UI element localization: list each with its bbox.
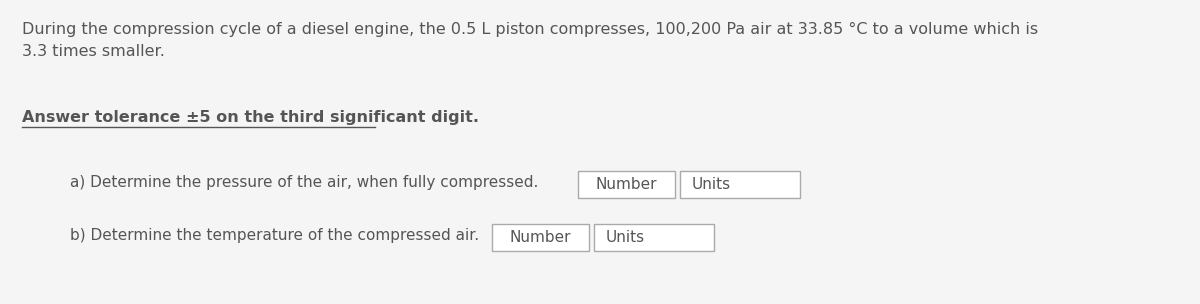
Text: Number: Number: [510, 230, 571, 245]
Text: Answer tolerance ±5 on the third significant digit.: Answer tolerance ±5 on the third signifi…: [22, 110, 479, 125]
Text: b) Determine the temperature of the compressed air.: b) Determine the temperature of the comp…: [70, 228, 479, 243]
FancyBboxPatch shape: [680, 171, 800, 198]
Text: Number: Number: [595, 177, 658, 192]
Text: a) Determine the pressure of the air, when fully compressed.: a) Determine the pressure of the air, wh…: [70, 175, 539, 190]
Text: During the compression cycle of a diesel engine, the 0.5 L piston compresses, 10: During the compression cycle of a diesel…: [22, 22, 1038, 59]
FancyBboxPatch shape: [492, 224, 589, 251]
Text: Units: Units: [606, 230, 646, 245]
FancyBboxPatch shape: [578, 171, 674, 198]
Text: Units: Units: [692, 177, 731, 192]
FancyBboxPatch shape: [594, 224, 714, 251]
